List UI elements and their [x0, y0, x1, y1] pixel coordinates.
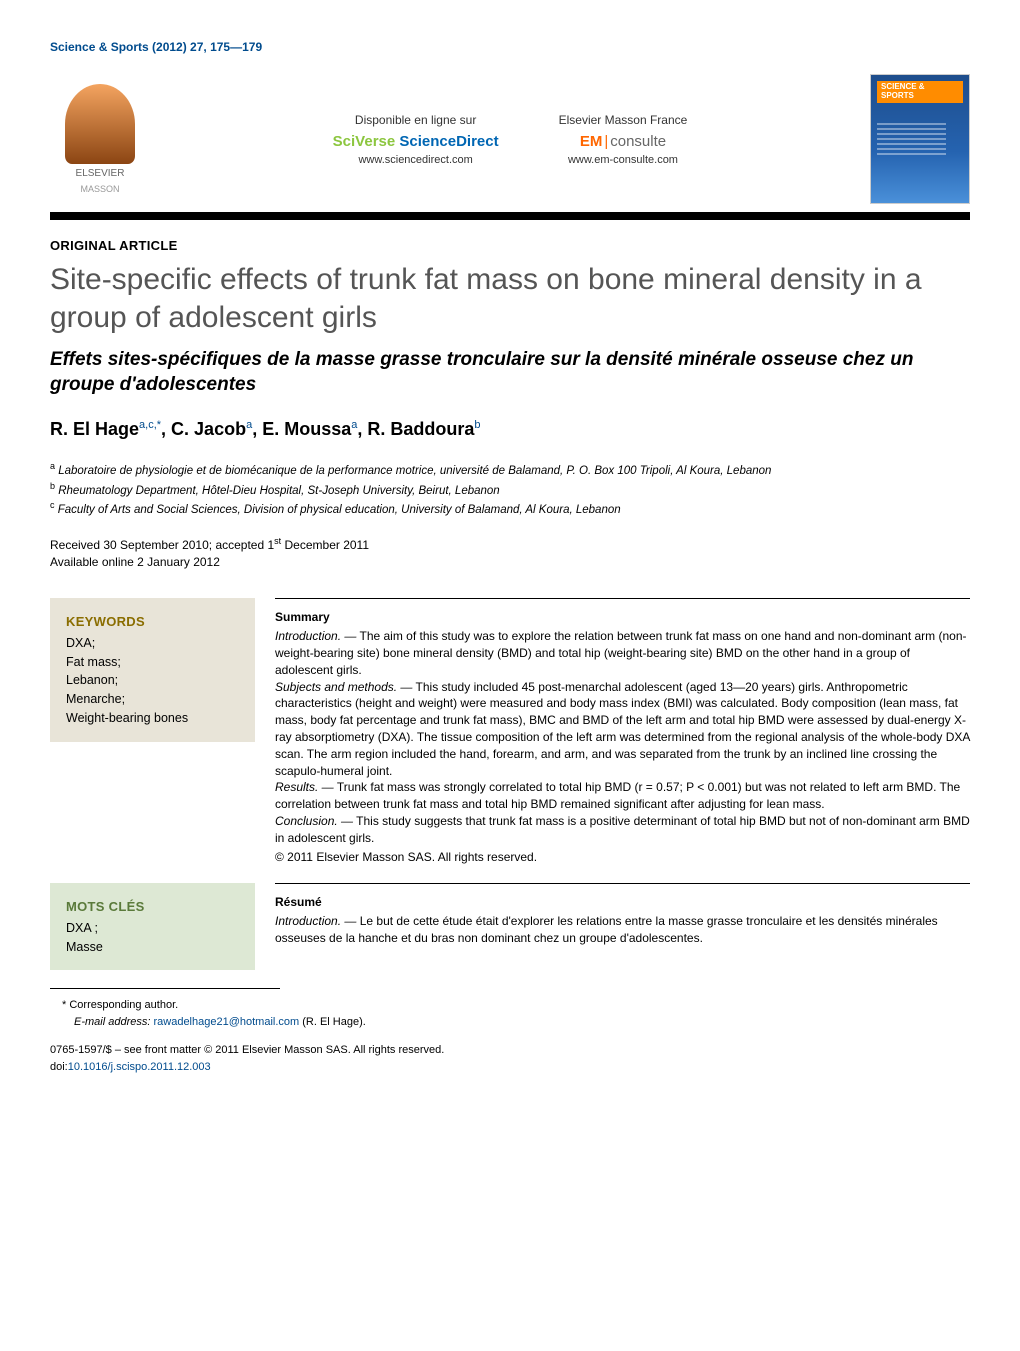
received-accepted: Received 30 September 2010; accepted 1st…: [50, 535, 970, 554]
email-link[interactable]: rawadelhage21@hotmail.com: [153, 1016, 299, 1028]
article-title-en: Site-specific effects of trunk fat mass …: [50, 261, 970, 336]
doi-link[interactable]: 10.1016/j.scispo.2011.12.003: [68, 1061, 211, 1073]
summary-title: Summary: [275, 609, 970, 626]
authors: R. El Hagea,c,*, C. Jacoba, E. Moussaa, …: [50, 419, 970, 440]
resume-title: Résumé: [275, 894, 970, 911]
keyword-en-item: Fat mass;: [66, 653, 239, 672]
sciverse-brand-sd: ScienceDirect: [395, 133, 498, 150]
keyword-fr-item: Masse: [66, 938, 239, 957]
sciverse-logo[interactable]: SciVerse ScienceDirect: [333, 133, 499, 150]
corresponding-author-note: * Corresponding author.: [50, 997, 970, 1014]
elsevier-masson-logo: ELSEVIER MASSON: [50, 79, 150, 199]
keyword-en-item: Lebanon;: [66, 671, 239, 690]
keywords-fr-title: MOTS CLÉS: [66, 897, 239, 917]
summary-results: Results. — Trunk fat mass was strongly c…: [275, 779, 970, 813]
emconsulte-url[interactable]: www.em-consulte.com: [559, 154, 688, 166]
article-dates: Received 30 September 2010; accepted 1st…: [50, 535, 970, 571]
abstract-en-section: KEYWORDS DXA; Fat mass; Lebanon; Menarch…: [50, 598, 970, 865]
black-divider: [50, 212, 970, 220]
em-brand-em: EM: [580, 133, 603, 150]
keywords-en-box: KEYWORDS DXA; Fat mass; Lebanon; Menarch…: [50, 598, 255, 741]
keyword-en-item: Menarche;: [66, 690, 239, 709]
article-type: ORIGINAL ARTICLE: [50, 238, 970, 253]
sciencedirect-block: Disponible en ligne sur SciVerse Science…: [333, 113, 499, 166]
affiliations: a Laboratoire de physiologie et de biomé…: [50, 460, 970, 519]
footer-meta: 0765-1597/$ – see front matter © 2011 El…: [50, 1042, 970, 1075]
em-label: Elsevier Masson France: [559, 113, 688, 127]
keyword-en-item: Weight-bearing bones: [66, 709, 239, 728]
center-links: Disponible en ligne sur SciVerse Science…: [150, 113, 870, 166]
summary-copyright: © 2011 Elsevier Masson SAS. All rights r…: [275, 849, 970, 866]
masson-text: MASSON: [80, 184, 119, 195]
sciencedirect-url[interactable]: www.sciencedirect.com: [333, 154, 499, 166]
summary-conclusion: Conclusion. — This study suggests that t…: [275, 813, 970, 847]
keyword-fr-item: DXA ;: [66, 919, 239, 938]
keyword-en-item: DXA;: [66, 634, 239, 653]
sciverse-brand-sv: SciVerse: [333, 133, 396, 150]
keywords-en-title: KEYWORDS: [66, 612, 239, 632]
elsevier-tree-icon: [65, 84, 135, 164]
resume-intro: Introduction. — Le but de cette étude ét…: [275, 913, 970, 947]
doi-line: doi:10.1016/j.scispo.2011.12.003: [50, 1059, 970, 1076]
affiliation-a: a Laboratoire de physiologie et de biomé…: [50, 460, 970, 480]
summary-subjects: Subjects and methods. — This study inclu…: [275, 679, 970, 780]
journal-cover: SCIENCE & SPORTS: [870, 74, 970, 204]
available-online: Available online 2 January 2012: [50, 554, 970, 571]
abstract-fr-section: MOTS CLÉS DXA ; Masse Résumé Introductio…: [50, 883, 970, 970]
elsevier-text: ELSEVIER: [76, 168, 125, 180]
summary-intro: Introduction. — The aim of this study wa…: [275, 628, 970, 678]
emconsulte-block: Elsevier Masson France EM|consulte www.e…: [559, 113, 688, 166]
footer-notes: * Corresponding author. E-mail address: …: [50, 997, 970, 1030]
em-consulte-logo[interactable]: EM|consulte: [559, 133, 688, 150]
summary-body: Summary Introduction. — The aim of this …: [275, 598, 970, 865]
article-title-fr: Effets sites-spécifiques de la masse gra…: [50, 348, 970, 397]
affiliation-c: c Faculty of Arts and Social Sciences, D…: [50, 499, 970, 519]
issn-line: 0765-1597/$ – see front matter © 2011 El…: [50, 1042, 970, 1059]
em-pipe-icon: |: [604, 133, 608, 150]
journal-cover-decoration: [877, 123, 963, 155]
affiliation-b: b Rheumatology Department, Hôtel-Dieu Ho…: [50, 480, 970, 500]
em-brand-consulte: consulte: [610, 133, 666, 150]
citation-header: Science & Sports (2012) 27, 175—179: [50, 40, 970, 54]
journal-cover-title: SCIENCE & SPORTS: [877, 81, 963, 103]
resume-body: Résumé Introduction. — Le but de cette é…: [275, 883, 970, 970]
footer-divider: [50, 988, 280, 989]
top-banner: ELSEVIER MASSON Disponible en ligne sur …: [50, 74, 970, 204]
email-line: E-mail address: rawadelhage21@hotmail.co…: [74, 1014, 970, 1031]
keywords-fr-box: MOTS CLÉS DXA ; Masse: [50, 883, 255, 970]
sciverse-label: Disponible en ligne sur: [333, 113, 499, 127]
